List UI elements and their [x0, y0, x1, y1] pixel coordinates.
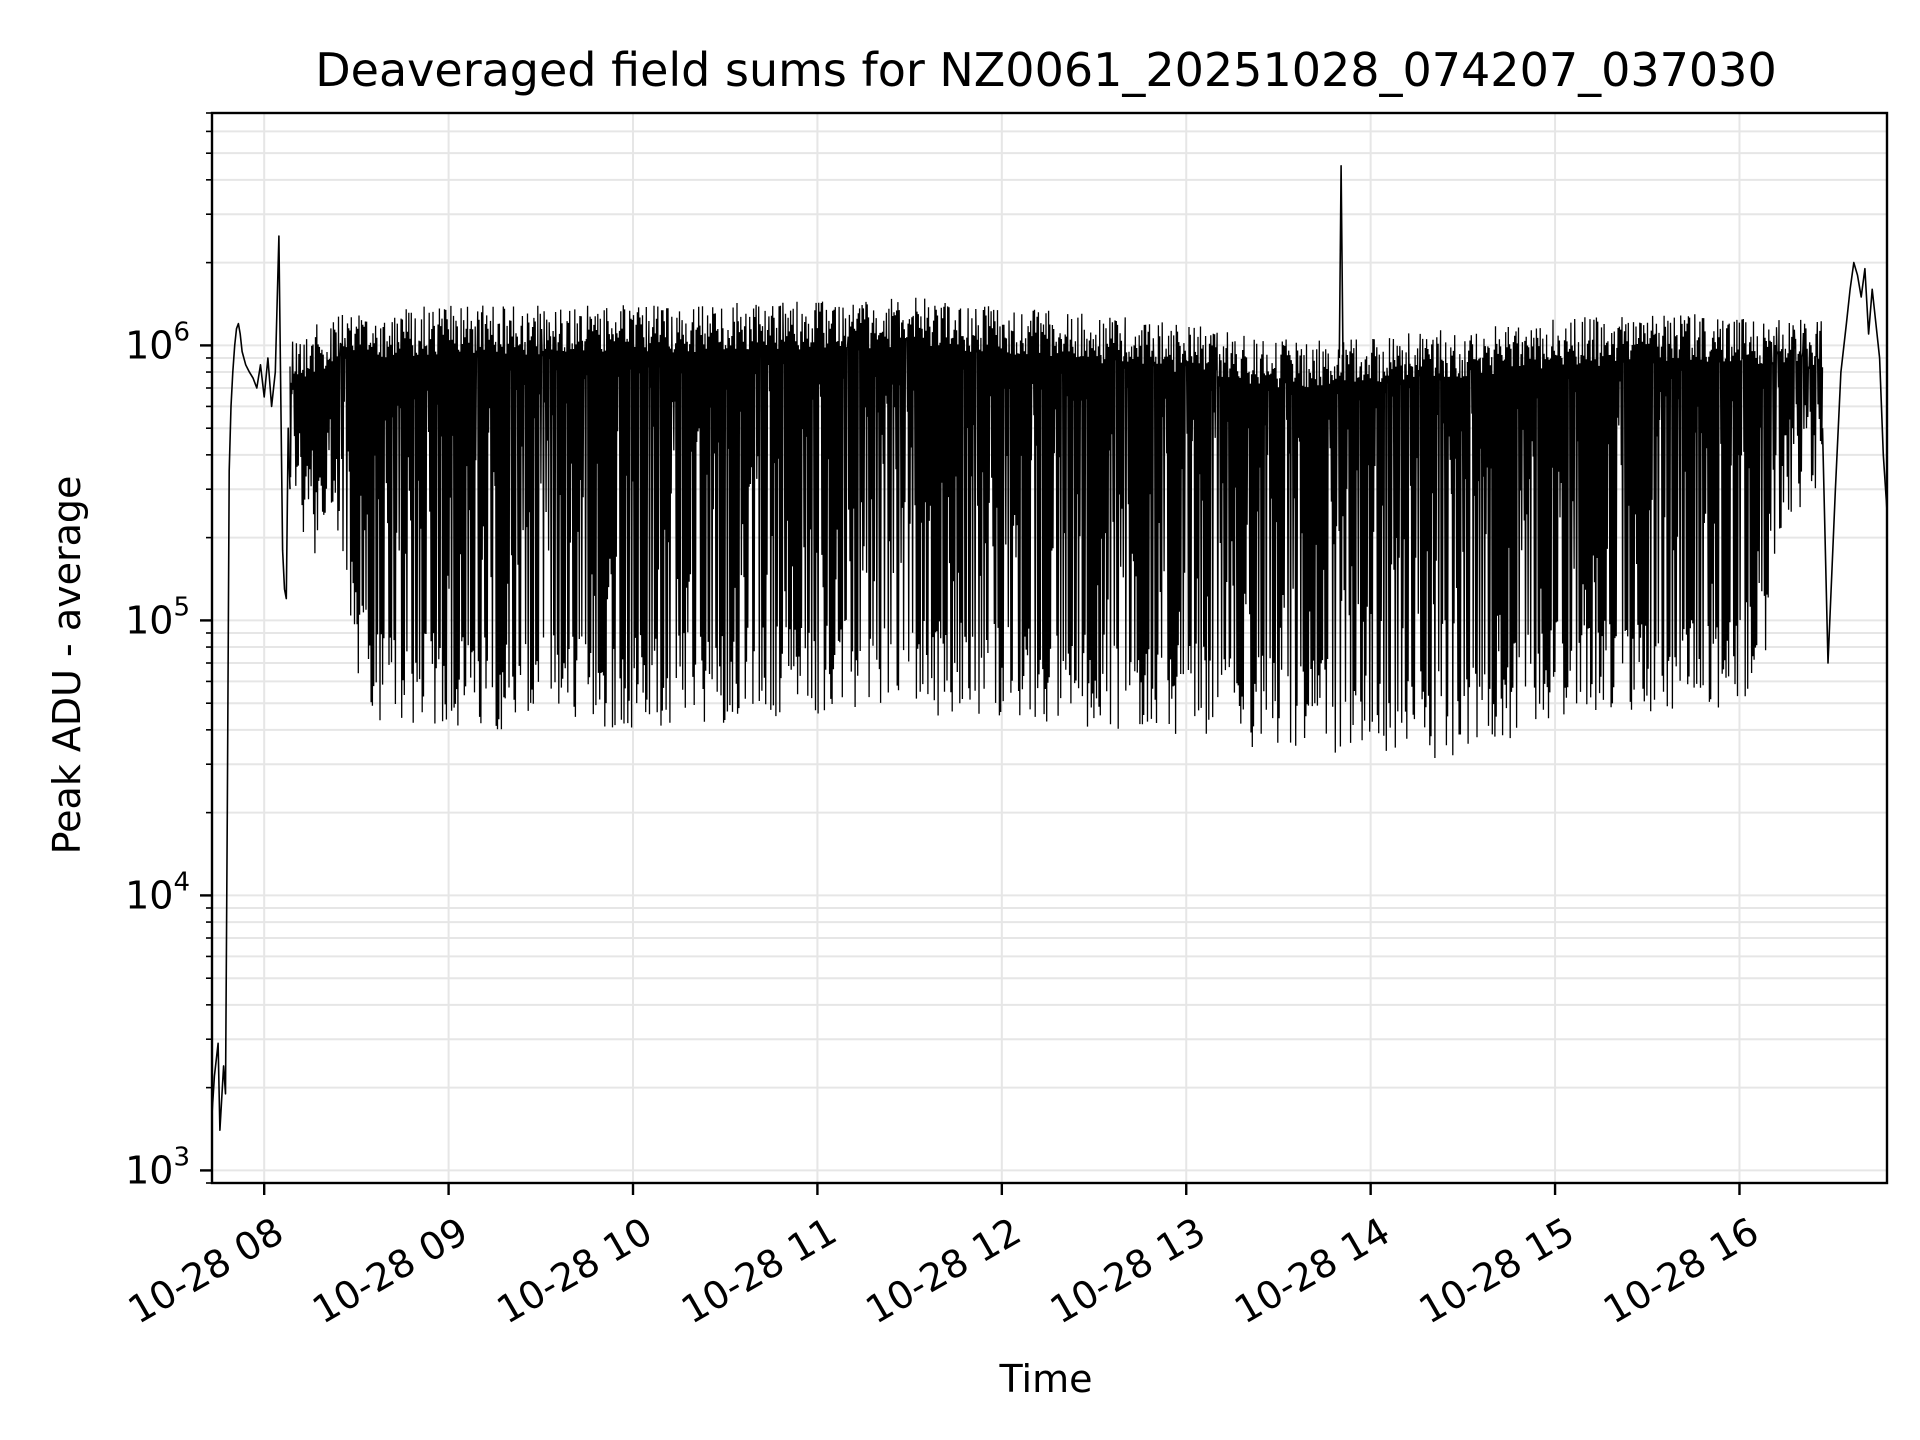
chart-title: Deaveraged field sums for NZ0061_2025102…	[315, 43, 1776, 97]
y-axis-label: Peak ADU - average	[45, 476, 89, 855]
x-axis-label: Time	[999, 1357, 1093, 1401]
series-line	[1338, 165, 1344, 359]
data-layer	[211, 165, 1888, 1131]
y-tick-label: 103	[125, 1142, 190, 1192]
series-line	[211, 235, 291, 1131]
series-band	[289, 297, 1824, 759]
plot-frame	[210, 111, 1889, 1185]
y-tick-label: 106	[125, 317, 190, 367]
y-tick-label: 105	[125, 592, 190, 642]
y-tick-label: 104	[125, 867, 190, 917]
series-line	[1821, 261, 1888, 664]
